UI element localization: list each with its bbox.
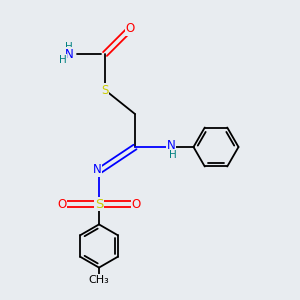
Text: O: O — [132, 197, 141, 211]
Text: CH₃: CH₃ — [88, 275, 110, 285]
Text: O: O — [126, 22, 135, 35]
Text: H: H — [169, 149, 176, 160]
Text: O: O — [57, 197, 66, 211]
Text: N: N — [93, 163, 102, 176]
Text: S: S — [101, 83, 109, 97]
Text: N: N — [167, 139, 176, 152]
Text: H: H — [65, 42, 73, 52]
Text: S: S — [95, 197, 103, 211]
Text: N: N — [64, 47, 74, 61]
Text: H: H — [58, 55, 66, 65]
